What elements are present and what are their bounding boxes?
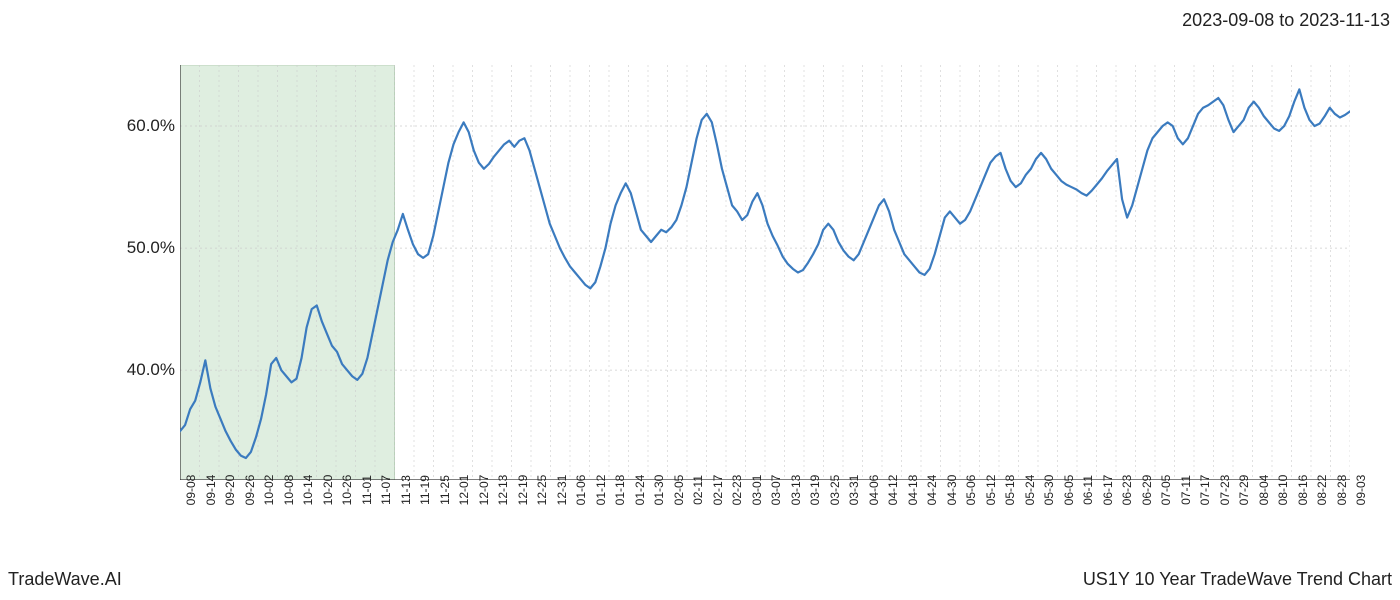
x-tick-label: 09-08 xyxy=(184,475,198,506)
x-tick-label: 10-02 xyxy=(262,475,276,506)
x-tick-label: 06-17 xyxy=(1101,475,1115,506)
x-tick-label: 08-28 xyxy=(1335,475,1349,506)
trend-chart xyxy=(180,65,1350,480)
y-axis-labels: 40.0% 50.0% 60.0% xyxy=(110,65,175,480)
x-tick-label: 09-26 xyxy=(243,475,257,506)
x-tick-label: 03-19 xyxy=(808,475,822,506)
x-tick-label: 05-24 xyxy=(1023,475,1037,506)
x-tick-label: 04-24 xyxy=(925,475,939,506)
x-tick-label: 06-23 xyxy=(1120,475,1134,506)
x-tick-label: 05-30 xyxy=(1042,475,1056,506)
chart-container xyxy=(180,65,1350,480)
x-tick-label: 07-05 xyxy=(1159,475,1173,506)
x-tick-label: 08-10 xyxy=(1276,475,1290,506)
x-tick-label: 11-07 xyxy=(379,475,393,505)
x-tick-label: 08-22 xyxy=(1315,475,1329,506)
x-tick-label: 10-20 xyxy=(321,475,335,506)
x-tick-label: 02-11 xyxy=(691,475,705,505)
x-tick-label: 07-29 xyxy=(1237,475,1251,506)
footer-chart-name: US1Y 10 Year TradeWave Trend Chart xyxy=(1083,569,1392,590)
x-tick-label: 12-13 xyxy=(496,475,510,506)
x-tick-label: 08-16 xyxy=(1296,475,1310,506)
x-tick-label: 03-25 xyxy=(828,475,842,506)
x-tick-label: 09-20 xyxy=(223,475,237,506)
x-tick-label: 11-13 xyxy=(399,475,413,505)
date-range-title: 2023-09-08 to 2023-11-13 xyxy=(1182,10,1390,31)
x-tick-label: 01-12 xyxy=(594,475,608,506)
y-tick-label: 60.0% xyxy=(127,116,175,136)
x-axis-labels: 09-0809-1409-2009-2610-0210-0810-1410-20… xyxy=(180,484,1350,544)
x-tick-label: 10-26 xyxy=(340,475,354,506)
x-tick-label: 02-23 xyxy=(730,475,744,506)
x-tick-label: 09-03 xyxy=(1354,475,1368,506)
footer-brand: TradeWave.AI xyxy=(8,569,122,590)
x-tick-label: 04-06 xyxy=(867,475,881,506)
x-tick-label: 06-05 xyxy=(1062,475,1076,506)
x-tick-label: 10-08 xyxy=(282,475,296,506)
x-tick-label: 08-04 xyxy=(1257,475,1271,506)
x-tick-label: 03-31 xyxy=(847,475,861,506)
x-tick-label: 12-07 xyxy=(477,475,491,506)
x-tick-label: 04-12 xyxy=(886,475,900,506)
x-tick-label: 11-25 xyxy=(438,475,452,505)
x-tick-label: 06-29 xyxy=(1140,475,1154,506)
y-tick-label: 40.0% xyxy=(127,360,175,380)
x-tick-label: 04-30 xyxy=(945,475,959,506)
x-tick-label: 09-14 xyxy=(204,475,218,506)
x-tick-label: 11-19 xyxy=(418,475,432,505)
x-tick-label: 07-11 xyxy=(1179,475,1193,505)
x-tick-label: 01-18 xyxy=(613,475,627,506)
x-tick-label: 03-13 xyxy=(789,475,803,506)
x-tick-label: 02-05 xyxy=(672,475,686,506)
x-tick-label: 12-01 xyxy=(457,475,471,506)
x-tick-label: 04-18 xyxy=(906,475,920,506)
x-tick-label: 12-25 xyxy=(535,475,549,506)
x-tick-label: 05-06 xyxy=(964,475,978,506)
x-tick-label: 05-18 xyxy=(1003,475,1017,506)
x-tick-label: 01-06 xyxy=(574,475,588,506)
x-tick-label: 02-17 xyxy=(711,475,725,506)
x-tick-label: 01-30 xyxy=(652,475,666,506)
x-tick-label: 07-17 xyxy=(1198,475,1212,506)
x-tick-label: 12-19 xyxy=(516,475,530,506)
x-tick-label: 12-31 xyxy=(555,475,569,506)
x-tick-label: 10-14 xyxy=(301,475,315,506)
y-tick-label: 50.0% xyxy=(127,238,175,258)
x-tick-label: 05-12 xyxy=(984,475,998,506)
x-tick-label: 03-07 xyxy=(769,475,783,506)
x-tick-label: 11-01 xyxy=(360,475,374,505)
x-tick-label: 07-23 xyxy=(1218,475,1232,506)
x-tick-label: 01-24 xyxy=(633,475,647,506)
x-tick-label: 03-01 xyxy=(750,475,764,506)
x-tick-label: 06-11 xyxy=(1081,475,1095,505)
